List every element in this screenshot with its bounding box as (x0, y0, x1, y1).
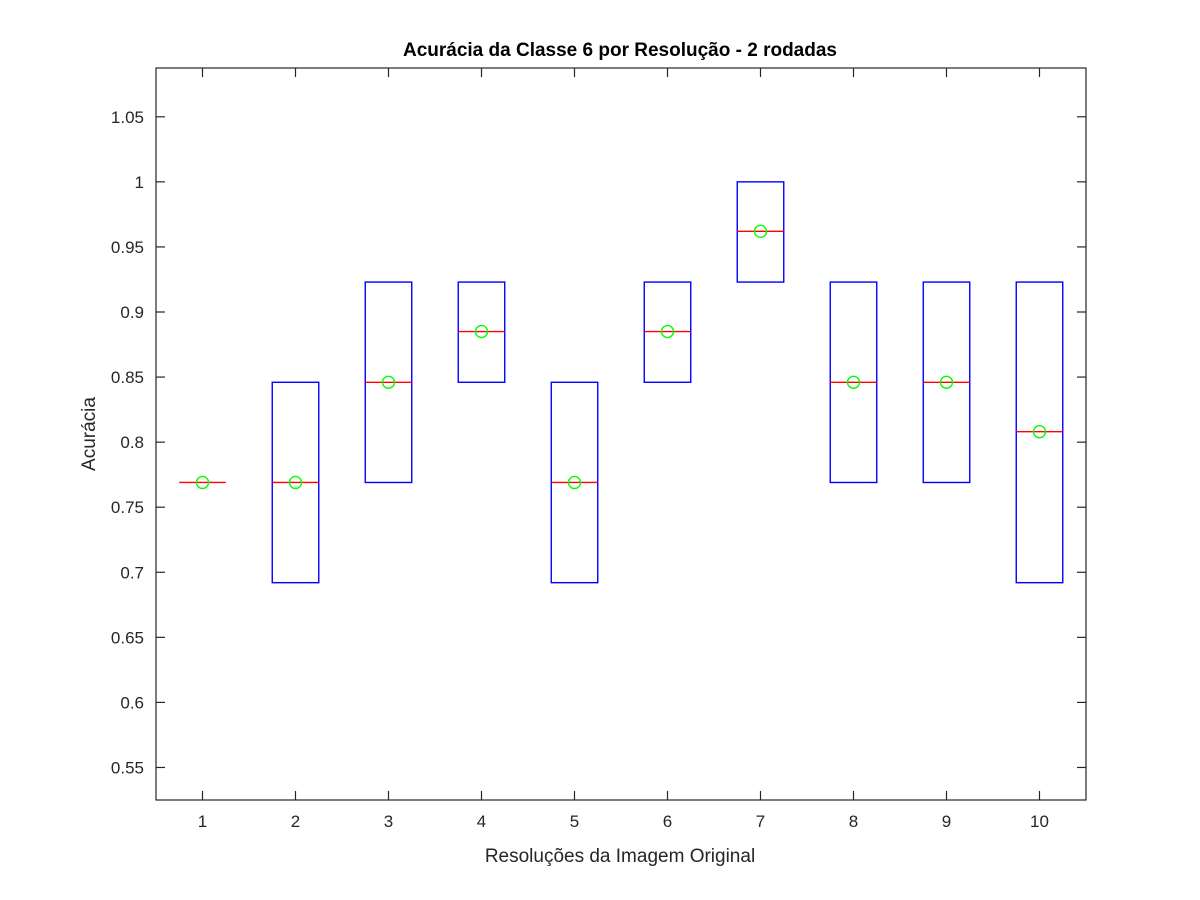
y-tick-label: 0.55 (111, 758, 144, 777)
x-tick-label: 10 (1030, 812, 1049, 831)
y-axis-label: Acurácia (79, 397, 100, 471)
mean-marker-1 (195, 475, 210, 490)
x-tick-label: 4 (477, 812, 486, 831)
y-tick-label: 0.6 (120, 693, 144, 712)
mean-marker-5 (567, 475, 582, 490)
mean-marker-9 (939, 375, 954, 389)
y-axis: 0.55 0.6 0.65 0.7 0.75 0.8 0.85 0.9 0.95 1 1.05 (111, 108, 1086, 777)
x-axis-label: Resoluções da Imagem Original (485, 846, 755, 867)
x-tick-label: 7 (756, 812, 765, 831)
y-tick-label: 0.8 (120, 433, 144, 452)
x-tick-label: 6 (663, 812, 672, 831)
y-tick-label: 0.85 (111, 368, 144, 387)
x-axis: 1 2 3 4 5 6 7 8 9 10 (198, 68, 1049, 831)
mean-marker-7 (753, 224, 768, 239)
y-tick-label: 0.95 (111, 238, 144, 257)
y-tick-label: 1 (135, 173, 144, 192)
x-tick-label: 1 (198, 812, 207, 831)
mean-marker-2 (288, 475, 303, 490)
mean-marker-10 (1032, 425, 1047, 439)
x-tick-label: 3 (384, 812, 393, 831)
plot-area (155, 67, 1087, 801)
y-tick-label: 0.7 (120, 563, 144, 582)
y-tick-label: 1.05 (111, 108, 144, 127)
x-tick-label: 5 (570, 812, 579, 831)
chart-title: Acurácia da Classe 6 por Resolução - 2 r… (403, 40, 837, 61)
boxes-layer (179, 181, 1064, 584)
mean-marker-4 (474, 324, 489, 339)
x-tick-label: 9 (942, 812, 951, 831)
x-tick-label: 8 (849, 812, 858, 831)
y-tick-label: 0.75 (111, 498, 144, 517)
mean-marker-8 (846, 375, 861, 389)
y-tick-label: 0.65 (111, 628, 144, 647)
mean-marker-3 (381, 375, 396, 389)
mean-marker-6 (660, 324, 675, 339)
x-tick-label: 2 (291, 812, 300, 831)
y-tick-label: 0.9 (120, 303, 144, 322)
